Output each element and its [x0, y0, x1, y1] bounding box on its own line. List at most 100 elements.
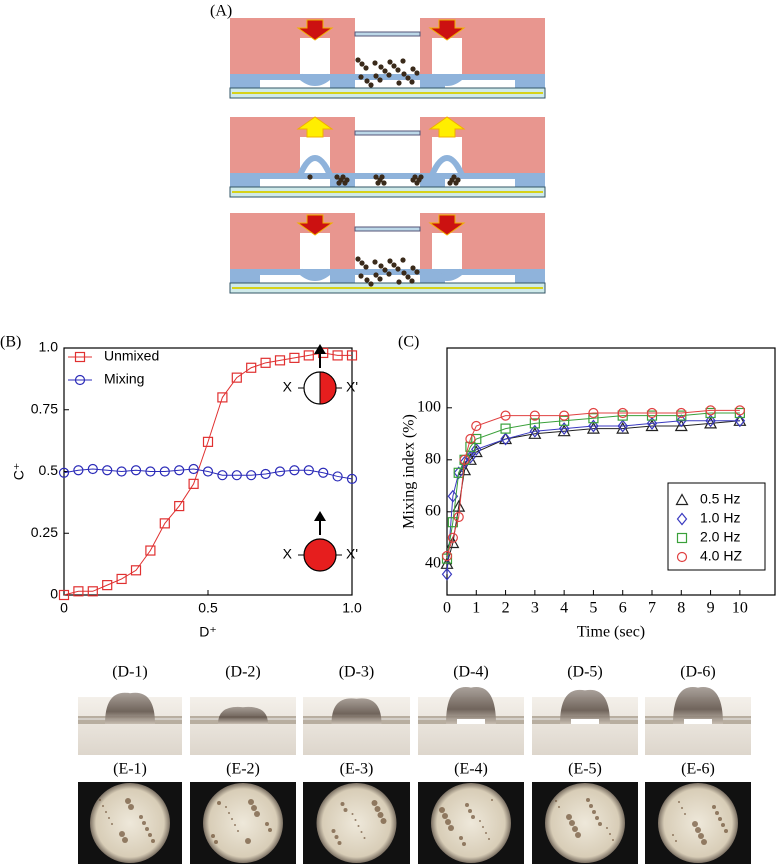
y-tick-label: 100 — [417, 398, 441, 415]
marker — [705, 405, 716, 416]
particle — [414, 70, 420, 76]
marker — [303, 465, 314, 476]
deposit — [234, 824, 236, 826]
deposit — [354, 819, 357, 821]
legend-label: Mixing — [104, 371, 144, 387]
marker — [617, 419, 628, 433]
marker — [529, 418, 540, 429]
deposit — [459, 836, 463, 840]
deposit — [214, 840, 218, 844]
deposit — [721, 823, 725, 827]
deposit — [491, 799, 493, 801]
deposit — [609, 833, 611, 835]
marker — [734, 407, 745, 419]
deposit — [555, 800, 557, 802]
particle — [409, 278, 415, 284]
marker — [116, 573, 127, 585]
deposit — [254, 811, 260, 817]
marker — [159, 518, 170, 529]
marker — [529, 424, 541, 438]
deposit — [681, 807, 683, 809]
droplet — [331, 698, 382, 724]
deposit — [595, 816, 599, 820]
inset-half — [319, 371, 337, 405]
particle — [410, 177, 416, 183]
well — [203, 783, 283, 863]
photos: (D-1) (E-1) (D-2) (E-2) (D-3) (E-3) (D-4) (E-4)… — [78, 664, 751, 864]
valve-chamber — [300, 233, 330, 269]
deposit — [558, 806, 560, 808]
series-line — [446, 409, 740, 557]
particle — [358, 74, 364, 80]
y-axis-label: C⁺ — [11, 463, 27, 481]
deposit — [575, 832, 581, 838]
deposit — [672, 834, 674, 836]
marker — [346, 473, 358, 485]
photo-label: (E-4) — [454, 761, 488, 778]
membrane — [297, 268, 333, 281]
particle — [373, 272, 379, 278]
reflection — [571, 719, 599, 724]
marker — [734, 405, 745, 416]
marker — [646, 407, 658, 419]
particle — [364, 277, 370, 283]
deposit — [237, 830, 239, 832]
marker — [289, 352, 300, 363]
arrow — [296, 214, 334, 236]
particle — [391, 262, 397, 268]
deposit — [569, 820, 575, 826]
deposit — [462, 842, 466, 846]
chamber-cover — [354, 226, 421, 232]
marker — [459, 455, 470, 469]
arrow — [296, 19, 334, 41]
marker — [588, 419, 599, 433]
x-tick-label: 2 — [502, 600, 510, 617]
deposit — [108, 817, 110, 819]
marker — [74, 351, 86, 363]
photo-label: (E-3) — [340, 761, 374, 778]
arrow — [428, 214, 466, 236]
y-tick-label: 0.25 — [31, 524, 58, 540]
marker — [465, 433, 476, 445]
deposit — [119, 831, 125, 837]
deposit — [268, 828, 272, 832]
marker — [102, 465, 113, 476]
marker — [453, 511, 464, 523]
marker — [500, 423, 511, 434]
marker — [202, 466, 214, 477]
particle — [377, 276, 383, 282]
inset-label: X — [283, 546, 293, 562]
marker — [74, 374, 86, 386]
deposit — [479, 820, 481, 822]
deposit — [377, 812, 384, 818]
marker — [159, 466, 170, 477]
marker — [471, 442, 482, 456]
droplet — [218, 706, 268, 724]
panel-label: (B) — [0, 334, 21, 351]
deposit — [371, 800, 378, 806]
marker — [465, 441, 476, 452]
chamber-cover — [354, 130, 421, 136]
chamber-cover — [354, 31, 421, 37]
pad — [420, 80, 445, 88]
particle — [368, 82, 374, 88]
droplet — [446, 687, 496, 724]
photo-label: (D-1) — [112, 664, 148, 681]
deposit — [211, 834, 215, 838]
deposit — [442, 813, 448, 819]
reflection — [457, 719, 485, 724]
particle — [400, 257, 406, 263]
valve-chamber — [300, 38, 330, 74]
droplet — [673, 687, 723, 724]
deposit — [448, 825, 454, 831]
particle — [307, 174, 313, 180]
marker — [274, 466, 286, 477]
panel-label: (A) — [210, 3, 232, 20]
particle — [387, 59, 393, 65]
photo-label: (D-2) — [225, 664, 261, 681]
marker — [676, 410, 687, 421]
deposit — [360, 831, 363, 833]
photo-label: (D-3) — [339, 664, 375, 681]
marker — [558, 422, 570, 436]
valve-chamber — [432, 233, 462, 269]
